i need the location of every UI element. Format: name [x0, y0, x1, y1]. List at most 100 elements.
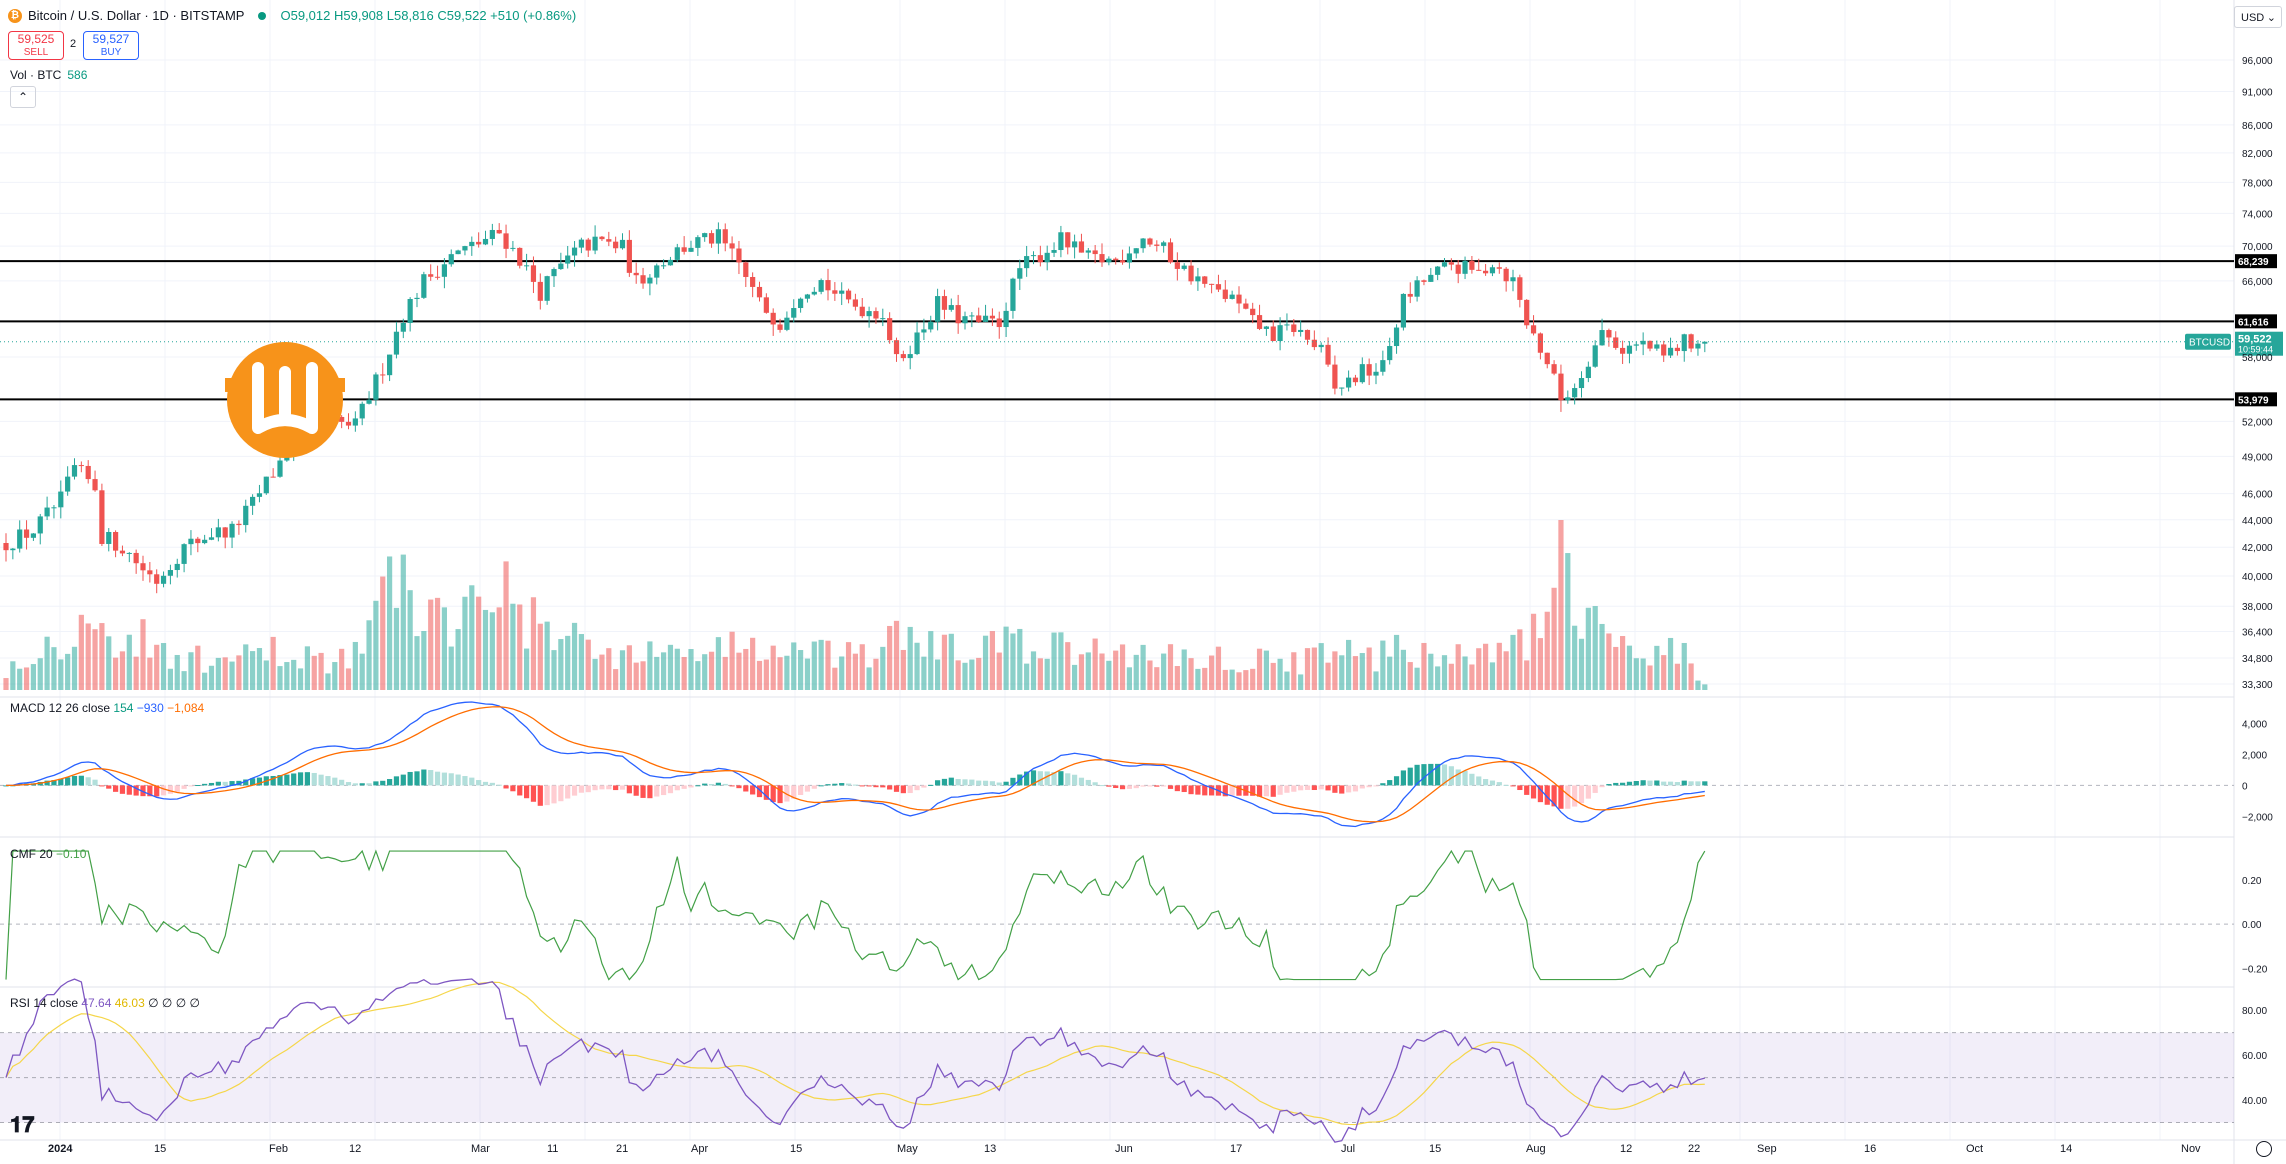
volume-bar: [119, 651, 126, 690]
volume-bar: [1352, 656, 1359, 690]
candle-body: [345, 421, 352, 426]
volume-bar: [181, 671, 187, 690]
volume-bar: [893, 620, 900, 690]
macd-hist-bar: [1325, 785, 1331, 791]
volume-bar: [23, 667, 30, 690]
candle-body: [10, 548, 16, 551]
candlesticks: [3, 222, 1708, 594]
candle-body: [565, 255, 571, 264]
volume-bar: [578, 634, 584, 690]
macd-hist-bar: [640, 785, 646, 798]
macd-hist-bar: [1633, 781, 1639, 786]
volume-bar: [688, 649, 694, 690]
macd-hist-bar: [729, 785, 735, 787]
volume-bar: [1462, 656, 1468, 690]
macd-hist-bar: [798, 785, 804, 796]
macd-hist-bar: [469, 777, 475, 786]
volume-bar: [1435, 666, 1441, 690]
macd-hist-bar: [1099, 785, 1105, 787]
candle-body: [1263, 326, 1269, 329]
volume-bar: [928, 631, 934, 690]
volume-bar: [291, 659, 297, 690]
macd-hist-bar: [1366, 785, 1372, 788]
macd-hist-bar: [1387, 780, 1393, 786]
macd-hist-bar: [1578, 785, 1585, 804]
candle-body: [962, 316, 968, 324]
macd-hist-bar: [592, 785, 598, 791]
volume-bar: [428, 599, 434, 690]
time-axis-tick: 16: [1864, 1143, 1876, 1155]
candle-body: [1387, 346, 1393, 361]
cmf-axis-tick: −0.20: [2242, 964, 2268, 975]
macd-hist-bar: [1530, 785, 1537, 799]
macd-hist-bar: [202, 783, 208, 786]
chevron-up-icon[interactable]: ⌃: [10, 86, 36, 108]
volume-bar: [188, 652, 194, 690]
macd-hist-bar: [1284, 785, 1290, 793]
macd-hist-bar: [229, 781, 235, 786]
sell-button[interactable]: 59,525 SELL: [8, 31, 64, 60]
candle-body: [667, 259, 674, 266]
candle-body: [1188, 265, 1194, 282]
macd-hist-bar: [188, 785, 194, 787]
macd-hist-bar: [400, 774, 406, 786]
candle-body: [1017, 268, 1023, 279]
candle-body: [1284, 324, 1290, 326]
candle-body: [928, 321, 934, 330]
currency-selector[interactable]: USD ⌄: [2234, 6, 2282, 28]
macd-hist-bar: [1681, 780, 1687, 786]
macd-hist-bar: [222, 781, 228, 786]
macd-hist-bar: [270, 775, 276, 786]
candle-body: [1578, 378, 1585, 389]
macd-hist-bar: [1688, 781, 1694, 786]
macd-hist-bar: [1291, 785, 1297, 792]
candle-body: [270, 476, 276, 478]
price-axis-tick: 44,000: [2242, 516, 2273, 527]
candle-body: [1024, 256, 1030, 269]
candle-body: [996, 318, 1002, 328]
volume-bar: [126, 634, 132, 690]
macd-hist-bar: [880, 785, 886, 788]
candle-body: [1681, 334, 1687, 352]
macd-hist-bar: [551, 785, 557, 804]
candle-body: [517, 247, 523, 266]
macd-hist-bar: [530, 785, 537, 802]
cmf-legend: CMF 20 −0.10: [10, 847, 87, 861]
candle-body: [1435, 266, 1441, 275]
volume-bar: [1078, 654, 1085, 690]
candle-body: [613, 241, 619, 249]
volume-bar: [99, 623, 105, 690]
symbol-title[interactable]: Bitcoin / U.S. Dollar · 1D · BITSTAMP: [28, 8, 245, 23]
macd-hist-bar: [633, 785, 639, 796]
candle-body: [1304, 329, 1311, 340]
macd-hist-bar: [441, 772, 447, 786]
price-axis-tick: 38,000: [2242, 602, 2273, 613]
volume-bar: [887, 625, 893, 690]
volume-bar: [969, 659, 975, 690]
volume-bar: [647, 641, 653, 690]
buy-button[interactable]: 59,527 BUY: [83, 31, 139, 60]
macd-hist-bar: [1195, 785, 1201, 795]
candle-body: [1229, 294, 1235, 299]
candle-body: [1167, 242, 1174, 263]
volume-bar: [736, 652, 742, 690]
volume-bar: [1572, 625, 1578, 690]
candle-body: [1174, 262, 1180, 269]
candle-body: [729, 243, 735, 249]
macd-hist-bar: [661, 785, 667, 796]
volume-bar: [708, 651, 715, 690]
volume-bar: [1250, 668, 1256, 690]
macd-hist-bar: [236, 780, 242, 786]
candle-body: [1517, 277, 1523, 300]
settings-icon[interactable]: [2256, 1141, 2272, 1157]
candle-body: [400, 322, 406, 332]
tradingview-logo-icon[interactable]: 𝟏𝟕: [10, 1112, 35, 1137]
volume-bar: [1154, 667, 1160, 690]
candle-body: [133, 552, 139, 564]
candle-body: [1243, 303, 1249, 309]
candle-body: [1613, 337, 1619, 348]
volume-bar: [1380, 640, 1386, 690]
volume-bar: [791, 642, 797, 690]
candle-body: [695, 237, 701, 248]
